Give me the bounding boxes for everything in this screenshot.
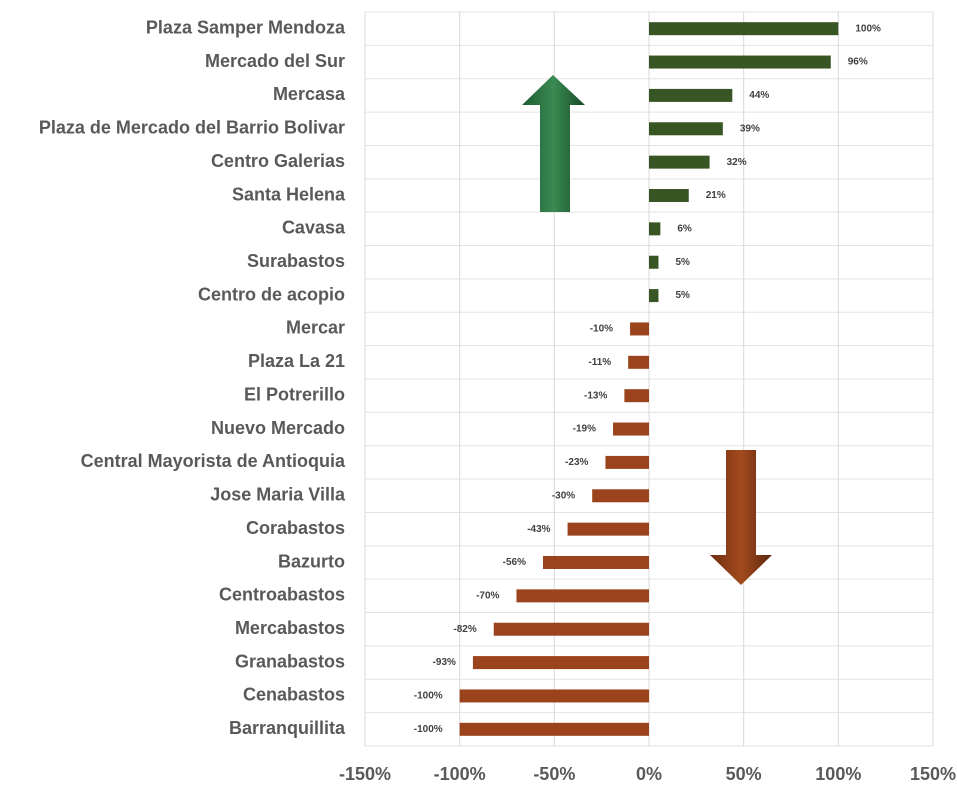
y-tick-label: Corabastos [246,518,345,538]
bar [605,455,649,469]
grid [364,11,934,747]
value-label: 44% [749,90,769,101]
value-label: -100% [414,691,443,702]
bar [628,355,649,369]
value-label: 5% [675,290,690,301]
value-label: -56% [503,557,526,568]
up-arrow [522,75,585,212]
value-label: -19% [573,424,596,435]
bar [649,122,723,136]
bar [493,622,649,636]
value-label: -23% [565,457,588,468]
down-arrow [710,450,772,585]
y-tick-label: Plaza La 21 [248,351,345,371]
y-tick-label: El Potrerillo [244,384,345,404]
value-label: -13% [584,390,607,401]
value-label: 32% [727,157,747,168]
bar [459,689,649,703]
x-tick-label: 0% [636,764,662,784]
y-tick-label: Barranquillita [229,718,346,738]
y-tick-label: Plaza Samper Mendoza [146,17,346,37]
y-tick-label: Bazurto [278,551,345,571]
y-tick-label: Central Mayorista de Antioquia [81,451,346,471]
value-label: 39% [740,123,760,134]
bar [516,589,649,603]
value-label: -93% [433,657,456,668]
marks [459,22,839,736]
bar [630,322,649,336]
y-tick-label: Centro Galerias [211,151,345,171]
bar [542,556,649,569]
y-tick-label: Cenabastos [243,685,345,705]
value-label: 100% [855,23,881,34]
y-tick-label: Mercado del Sur [205,51,345,71]
bar [649,88,733,102]
y-tick-label: Jose Maria Villa [210,485,346,505]
value-label: -100% [414,724,443,735]
bar [592,489,649,503]
x-tick-label: -50% [533,764,575,784]
y-tick-label: Mercar [286,318,345,338]
bar [649,289,659,303]
value-label: 21% [706,190,726,201]
y-tick-label: Mercasa [273,84,346,104]
value-label: -30% [552,490,575,501]
y-tick-label: Nuevo Mercado [211,418,345,438]
bar [649,189,689,202]
bar [567,522,649,536]
y-tick-label: Mercabastos [235,618,345,638]
value-label: 96% [848,57,868,68]
value-label: -43% [527,524,550,535]
bar [649,155,710,169]
y-tick-label: Centroabastos [219,585,345,605]
y-tick-label: Santa Helena [232,184,346,204]
y-tick-label: Cavasa [282,218,346,238]
bar [624,389,649,403]
y-tick-label: Centro de acopio [198,284,345,304]
bar [649,255,659,269]
bar [649,55,831,69]
x-tick-label: 150% [910,764,956,784]
y-tick-label: Plaza de Mercado del Barrio Bolivar [39,118,345,138]
x-tick-label: -150% [339,764,391,784]
value-label: 5% [675,257,690,268]
value-label: -82% [453,624,476,635]
y-tick-label: Granabastos [235,651,345,671]
value-label: -10% [590,324,613,335]
y-tick-label: Surabastos [247,251,345,271]
x-tick-label: 50% [726,764,762,784]
x-tick-label: 100% [815,764,861,784]
bar [613,422,649,436]
bar [459,722,649,736]
value-label: 6% [677,224,692,235]
value-label: -11% [588,357,611,368]
bar [472,656,649,670]
bar [649,22,839,36]
bar [649,222,661,236]
x-tick-label: -100% [434,764,486,784]
value-label: -70% [476,591,499,602]
